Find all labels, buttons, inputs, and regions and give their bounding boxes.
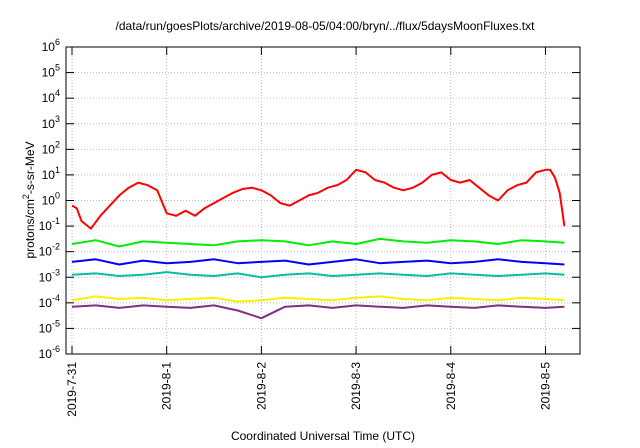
y-tick-label: 106 xyxy=(42,37,60,54)
y-axis-label-pre: protons/cm xyxy=(23,199,37,258)
x-axis-label: Coordinated Universal Time (UTC) xyxy=(231,429,415,443)
series-line-1 xyxy=(71,168,566,230)
y-tick-label: 103 xyxy=(42,114,60,131)
series-line-6 xyxy=(71,304,565,320)
y-axis-label: protons/cm2-s-sr-MeV xyxy=(21,141,37,258)
y-tick-label: 102 xyxy=(42,139,60,156)
x-tick-label: 2019-7-31 xyxy=(65,362,79,417)
series-line-4 xyxy=(71,271,565,279)
plot-frame xyxy=(65,46,581,355)
grid xyxy=(66,46,580,355)
series-line-3 xyxy=(71,258,565,266)
series-layer xyxy=(71,168,566,320)
x-tick-label: 2019-8-1 xyxy=(160,362,174,410)
series-line-5 xyxy=(71,295,565,303)
y-tick-label: 10-5 xyxy=(39,318,60,335)
y-tick-label: 100 xyxy=(42,191,60,208)
x-tick-label: 2019-8-4 xyxy=(444,362,458,410)
y-tick-label: 104 xyxy=(42,88,60,105)
y-axis-ticks: 106 105 104 103 102 101 100 10-1 10-2 10-3 10-4 10-… xyxy=(39,37,580,361)
y-tick-label: 10-6 xyxy=(39,344,60,361)
y-tick-label: 10-4 xyxy=(39,293,60,310)
y-axis-label-sup: 2 xyxy=(21,194,31,199)
y-tick-label: 10-1 xyxy=(39,216,60,233)
y-tick-label: 105 xyxy=(42,63,60,80)
y-axis-label-post: -s-sr-MeV xyxy=(23,141,37,194)
y-tick-label: 10-2 xyxy=(39,242,60,259)
chart-title: /data/run/goesPlots/archive/2019-08-05/0… xyxy=(116,19,536,33)
y-tick-label: 101 xyxy=(42,165,60,182)
x-axis-ticks: 2019-7-31 2019-8-1 2019-8-2 2019-8-3 2019-8-… xyxy=(65,47,552,417)
series-line-2 xyxy=(71,237,565,248)
x-tick-label: 2019-8-5 xyxy=(538,362,552,410)
x-tick-label: 2019-8-3 xyxy=(349,362,363,410)
y-tick-label: 10-3 xyxy=(39,267,60,284)
x-tick-label: 2019-8-2 xyxy=(254,362,268,410)
